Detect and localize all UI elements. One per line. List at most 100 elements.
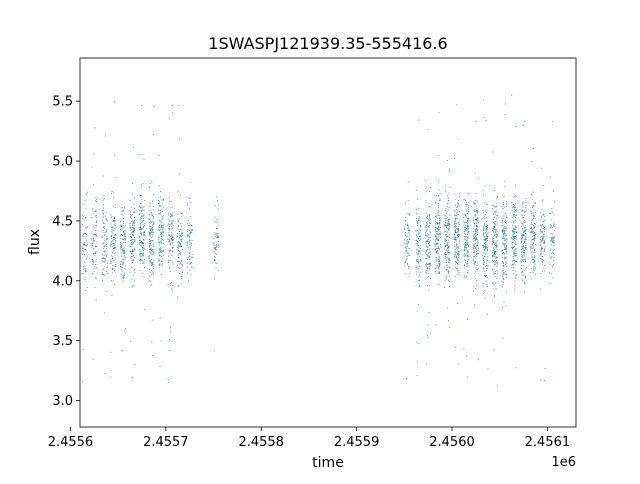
data-point [473,237,475,239]
data-point [114,283,116,285]
data-point [495,229,497,231]
data-point [513,237,514,239]
data-point [216,249,218,251]
data-point [543,241,545,243]
data-point [515,237,517,239]
data-point [171,215,173,217]
data-point [505,219,507,221]
data-point [457,231,459,233]
data-point [531,255,533,257]
data-point [483,245,485,247]
data-point [187,266,189,268]
data-point [152,273,154,275]
data-point [179,261,181,263]
data-point [436,194,438,196]
data-point [445,268,447,270]
data-point [494,216,496,218]
data-point [502,251,504,253]
data-point [429,333,431,335]
data-point [143,275,145,277]
data-point [179,229,181,231]
data-point [84,226,86,228]
data-point [170,225,172,227]
data-point [515,231,517,233]
data-point [114,251,116,253]
data-point [474,262,476,264]
data-point [512,204,514,206]
data-point [467,241,469,243]
data-point [448,225,450,227]
data-point [153,253,155,255]
data-point [141,227,143,229]
data-point [484,273,486,275]
data-point [152,263,154,265]
data-point [130,243,132,245]
data-point [180,223,182,225]
data-point [148,234,150,236]
data-point [111,225,113,227]
data-point [483,249,485,251]
data-point [214,232,216,234]
data-point [512,247,514,249]
data-point [438,252,440,254]
data-point [144,232,146,234]
data-point [177,260,179,262]
data-point [437,211,439,213]
data-point [140,251,142,253]
data-point [515,227,517,229]
data-point [436,232,438,234]
data-point [428,244,430,246]
data-point [177,249,179,251]
data-point [533,261,535,263]
data-point [141,272,143,274]
data-point [179,243,181,245]
data-point [473,220,475,222]
data-point [506,221,508,223]
data-point [473,209,475,211]
data-point [474,242,476,244]
data-point [476,250,478,252]
data-point [505,203,507,205]
data-point [148,233,150,235]
data-point [190,230,192,232]
data-point [484,250,486,252]
data-point [463,233,465,235]
data-point [496,196,498,198]
data-point [142,252,144,254]
data-point [455,255,457,257]
data-point [483,117,485,119]
data-point [94,200,96,202]
data-point [105,235,107,237]
data-point [458,219,460,221]
data-point [187,279,189,281]
data-point [120,210,122,212]
data-point [511,224,513,226]
data-point [129,223,131,225]
data-point [216,237,218,239]
data-point [533,262,535,264]
data-point [159,247,161,249]
data-point [130,210,132,212]
data-point [486,203,488,205]
data-point [504,246,506,248]
data-point [447,217,449,219]
data-point [464,259,466,261]
data-point [484,245,486,247]
data-point [177,235,179,237]
data-point [125,224,126,226]
data-point [187,262,189,264]
data-point [426,334,428,336]
data-point [458,255,460,257]
data-point [464,254,466,256]
data-point [427,276,429,278]
data-point [134,237,136,239]
data-point [485,253,487,255]
data-point [476,242,478,244]
data-point [406,377,408,379]
data-point [96,217,98,219]
data-point [217,246,219,248]
data-point [466,271,468,273]
data-point [456,242,458,244]
data-point [493,229,495,231]
data-point [113,229,115,231]
